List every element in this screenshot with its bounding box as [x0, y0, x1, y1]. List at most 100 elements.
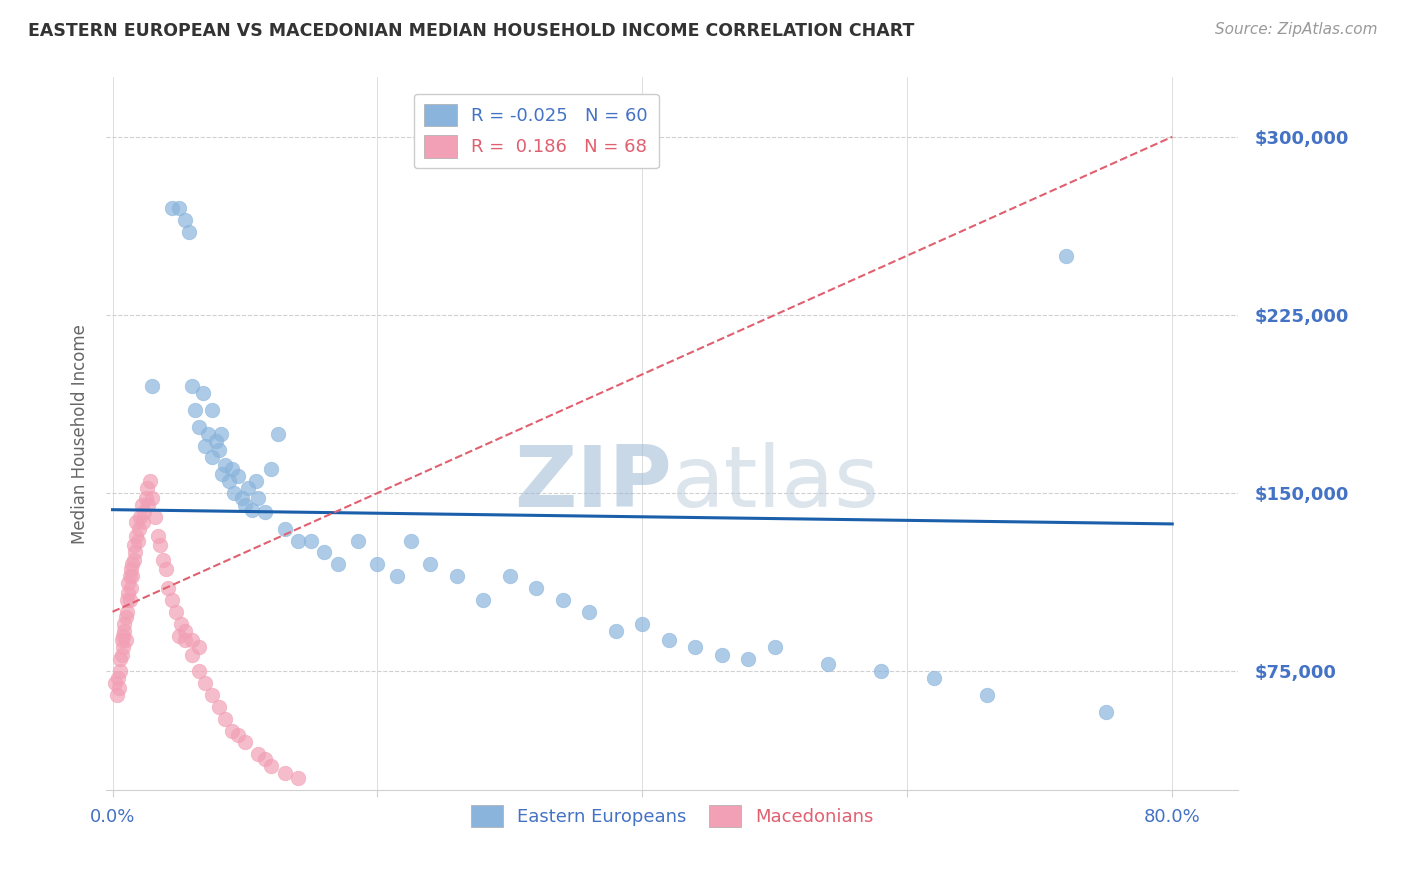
Point: [191, 386, 214, 401]
Point: [136, 481, 159, 495]
Point: [174, 633, 197, 648]
Point: [922, 671, 945, 685]
Point: [201, 688, 224, 702]
Point: [737, 652, 759, 666]
Point: [125, 529, 148, 543]
Point: [111, 633, 134, 648]
Point: [141, 491, 163, 505]
Point: [136, 498, 159, 512]
Point: [115, 605, 138, 619]
Point: [201, 450, 224, 465]
Point: [685, 640, 707, 655]
Point: [976, 688, 998, 702]
Point: [387, 569, 409, 583]
Point: [287, 771, 309, 785]
Point: [1054, 249, 1077, 263]
Point: [869, 664, 891, 678]
Point: [205, 434, 228, 448]
Point: [245, 474, 267, 488]
Point: [221, 723, 243, 738]
Point: [118, 593, 141, 607]
Point: [299, 533, 322, 548]
Point: [165, 605, 187, 619]
Point: [187, 419, 209, 434]
Point: [160, 593, 183, 607]
Point: [446, 569, 468, 583]
Legend: Eastern Europeans, Macedonians: Eastern Europeans, Macedonians: [464, 797, 882, 834]
Point: [181, 379, 204, 393]
Point: [253, 505, 276, 519]
Point: [274, 522, 297, 536]
Point: [253, 752, 276, 766]
Point: [211, 467, 233, 481]
Point: [138, 474, 160, 488]
Point: [121, 569, 143, 583]
Point: [108, 681, 131, 695]
Point: [152, 552, 174, 566]
Point: [115, 593, 138, 607]
Point: [194, 676, 217, 690]
Point: [114, 624, 136, 638]
Point: [366, 558, 388, 572]
Point: [419, 558, 441, 572]
Point: [118, 569, 141, 583]
Point: [209, 426, 232, 441]
Point: [274, 766, 297, 780]
Point: [197, 426, 219, 441]
Point: [107, 671, 129, 685]
Point: [236, 481, 259, 495]
Point: [817, 657, 839, 671]
Point: [117, 576, 139, 591]
Point: [155, 562, 177, 576]
Point: [143, 509, 166, 524]
Point: [214, 458, 236, 472]
Point: [658, 633, 681, 648]
Point: [122, 552, 145, 566]
Point: [114, 609, 136, 624]
Point: [105, 688, 128, 702]
Point: [110, 652, 132, 666]
Point: [287, 533, 309, 548]
Point: [167, 628, 190, 642]
Point: [231, 491, 253, 505]
Point: [631, 616, 654, 631]
Text: EASTERN EUROPEAN VS MACEDONIAN MEDIAN HOUSEHOLD INCOME CORRELATION CHART: EASTERN EUROPEAN VS MACEDONIAN MEDIAN HO…: [28, 22, 914, 40]
Point: [124, 545, 146, 559]
Point: [131, 498, 153, 512]
Point: [267, 426, 290, 441]
Point: [346, 533, 368, 548]
Point: [207, 699, 229, 714]
Point: [125, 515, 148, 529]
Point: [499, 569, 522, 583]
Point: [114, 616, 136, 631]
Point: [221, 462, 243, 476]
Point: [224, 486, 246, 500]
Point: [187, 664, 209, 678]
Point: [710, 648, 733, 662]
Point: [763, 640, 786, 655]
Point: [120, 581, 142, 595]
Point: [129, 509, 152, 524]
Point: [183, 403, 205, 417]
Point: [135, 491, 157, 505]
Point: [260, 462, 283, 476]
Point: [605, 624, 627, 638]
Point: [114, 633, 136, 648]
Text: atlas: atlas: [672, 442, 880, 525]
Point: [247, 491, 270, 505]
Point: [112, 628, 135, 642]
Point: [201, 403, 224, 417]
Point: [1095, 705, 1118, 719]
Point: [127, 533, 149, 548]
Point: [187, 640, 209, 655]
Point: [120, 562, 142, 576]
Y-axis label: Median Household Income: Median Household Income: [72, 324, 89, 543]
Point: [179, 225, 201, 239]
Point: [141, 379, 163, 393]
Point: [233, 735, 256, 749]
Point: [111, 648, 134, 662]
Point: [121, 558, 143, 572]
Point: [117, 586, 139, 600]
Point: [167, 201, 190, 215]
Point: [174, 624, 197, 638]
